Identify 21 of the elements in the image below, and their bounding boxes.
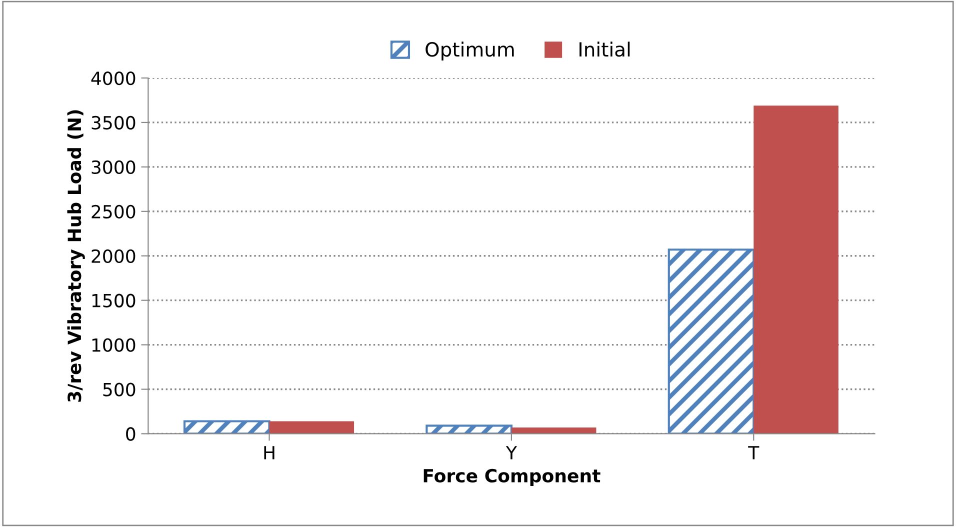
legend-label: Optimum: [426, 42, 514, 60]
x-tick-label: T: [748, 446, 760, 460]
y-tick-label: 3000: [92, 160, 136, 174]
bar: [426, 424, 513, 434]
y-tick-label: 1000: [92, 338, 136, 352]
bar: [668, 248, 755, 434]
bar: [269, 421, 354, 434]
x-axis-title: Force Component: [424, 468, 600, 486]
y-tick-label: 4000: [91, 71, 136, 86]
y-tick-label: 3500: [92, 116, 136, 130]
y-tick-label: 500: [103, 382, 136, 396]
bar: [183, 420, 270, 434]
bar: [754, 106, 838, 434]
legend-label: Initial: [580, 42, 630, 57]
y-axis-title: 3/rev Vibratory Hub Load (N): [67, 110, 85, 402]
y-tick-label: 0: [126, 427, 136, 441]
x-tick-label: Y: [506, 446, 518, 460]
y-tick-label: 2500: [92, 204, 136, 219]
y-tick-label: 2000: [92, 249, 136, 263]
x-tick-label: H: [264, 446, 274, 460]
y-tick-label: 1500: [92, 294, 136, 308]
